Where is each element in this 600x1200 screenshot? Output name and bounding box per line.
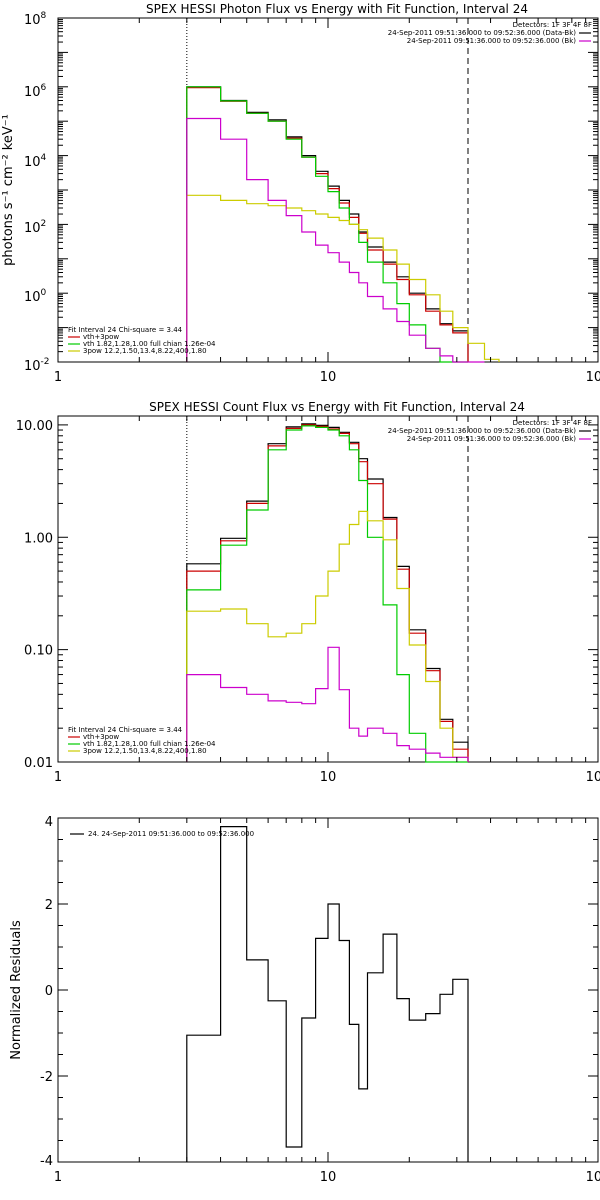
y-tick-label: 104 (24, 153, 47, 170)
legend-entry: 3pow 12.2,1.50,13.4,8.22,400,1.80 (83, 347, 207, 355)
x-tick-label: 10 (320, 370, 337, 385)
legend-entry: vth+3pow (83, 333, 119, 341)
x-tick-label: 100 (586, 770, 600, 785)
residuals-plot-frame (57, 817, 599, 1163)
y-tick-label: 102 (24, 219, 46, 236)
legend-entry: 24. 24-Sep-2011 09:51:36.000 to 09:52:36… (88, 830, 254, 838)
residuals-panel: -4 -2 0 2 4 Normalized Residuals 1 10 100 24. … (9, 815, 600, 1185)
legend-entry: 3pow 12.2,1.50,13.4,8.22,400,1.80 (83, 747, 207, 755)
fit-legend-header: Fit Interval 24 Chi-square = 3.44 (68, 726, 183, 734)
y-tick-label: 4 (45, 815, 53, 830)
series-line (186, 646, 469, 762)
legend-entry: 24-Sep-2011 09:51:36.000 to 09:52:36.000… (407, 435, 577, 443)
legend-entry: 24-Sep-2011 09:51:36.000 to 09:52:36.000… (407, 37, 577, 45)
series-line (186, 87, 469, 362)
y-tick-label: 108 (24, 11, 47, 28)
y-tick-label: 0 (45, 984, 53, 999)
series-line (186, 425, 468, 763)
y-tick-label: 0.10 (24, 644, 53, 659)
photon-flux-y-tick-labels: 108 106 104 102 100 10-2 (24, 11, 50, 374)
residuals-y-axis-label: Normalized Residuals (9, 920, 24, 1060)
x-tick-label: 1 (54, 1170, 62, 1185)
legend-entry: 24-Sep-2011 09:51:36.000 to 09:52:36.000… (388, 29, 577, 37)
y-tick-label: -2 (40, 1070, 53, 1085)
photon-flux-y-axis-label: photons s⁻¹ cm⁻² keV⁻¹ (1, 114, 16, 266)
x-tick-label: 10 (320, 1170, 337, 1185)
fit-legend-header: Fit Interval 24 Chi-square = 3.44 (68, 326, 183, 334)
y-tick-label: -4 (40, 1154, 53, 1169)
x-tick-label: 1 (54, 370, 62, 385)
detectors-label: Detectors: 1F 3F 4F 8F (513, 21, 592, 29)
y-tick-label: 106 (24, 83, 47, 100)
x-tick-label: 100 (586, 1170, 600, 1185)
y-tick-label: 0.01 (24, 756, 53, 771)
count-flux-panel: SPEX HESSI Count Flux vs Energy with Fit… (16, 400, 600, 785)
y-tick-label: 2 (45, 898, 53, 913)
series-line (186, 117, 485, 363)
photon-flux-title: SPEX HESSI Photon Flux vs Energy with Fi… (146, 2, 528, 16)
count-flux-title: SPEX HESSI Count Flux vs Energy with Fit… (149, 400, 525, 414)
legend-entry: vth 1.82,1.28,1.00 full chian 1.26e-04 (83, 740, 216, 748)
legend-entry: vth 1.82,1.28,1.00 full chian 1.26e-04 (83, 340, 216, 348)
x-tick-label: 10 (320, 770, 337, 785)
legend-entry: 24-Sep-2011 09:51:36.000 to 09:52:36.000… (388, 427, 577, 435)
x-tick-label: 1 (54, 770, 62, 785)
y-tick-label: 100 (24, 288, 47, 305)
y-tick-label: 10.00 (16, 419, 53, 434)
series-line (186, 826, 469, 1162)
photon-flux-panel: SPEX HESSI Photon Flux vs Energy with Fi… (1, 2, 600, 385)
series-line (186, 194, 500, 362)
series-line (186, 510, 469, 762)
legend-entry: vth+3pow (83, 733, 119, 741)
series-line (186, 86, 468, 363)
y-tick-label: 1.00 (24, 531, 53, 546)
detectors-label: Detectors: 1F 3F 4F 8F (513, 419, 592, 427)
series-line (186, 86, 469, 362)
x-tick-label: 100 (586, 370, 600, 385)
y-tick-label: 10-2 (24, 357, 50, 374)
